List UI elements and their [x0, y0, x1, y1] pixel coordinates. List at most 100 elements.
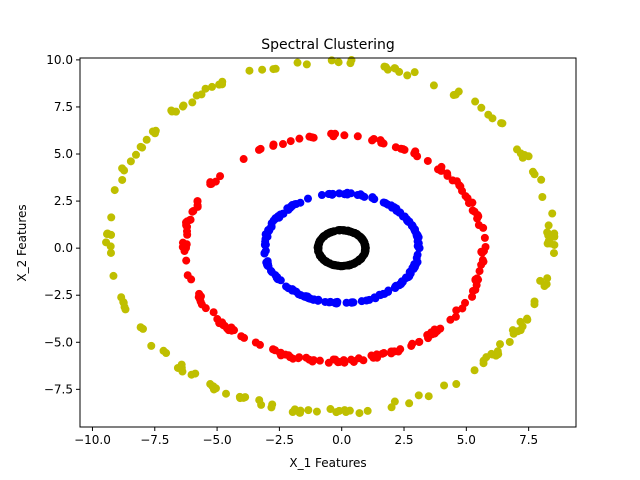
point: [194, 293, 203, 302]
y-axis: −7.5 −5.0 −2.5 0.0 2.5 5.0 7.5 10.0: [44, 53, 80, 396]
point: [117, 293, 126, 302]
point: [448, 176, 457, 185]
point: [162, 349, 171, 358]
point: [283, 204, 292, 213]
chart-title: Spectral Clustering: [261, 37, 395, 53]
point: [368, 136, 377, 145]
point: [131, 150, 140, 159]
y-tick-label: 7.5: [54, 100, 73, 114]
point: [219, 321, 228, 330]
point: [121, 305, 130, 314]
point: [380, 289, 389, 298]
point: [263, 257, 272, 266]
y-tick-label: 2.5: [54, 194, 73, 208]
point: [361, 248, 370, 257]
point: [458, 186, 467, 195]
point: [493, 347, 502, 356]
point: [488, 114, 497, 123]
point: [423, 156, 432, 165]
point: [429, 81, 438, 90]
y-tick-label: 5.0: [54, 147, 73, 161]
point: [302, 60, 311, 69]
y-tick-label: −7.5: [44, 382, 73, 396]
point: [353, 132, 362, 141]
point: [513, 327, 522, 336]
point: [120, 166, 129, 175]
point: [353, 230, 362, 239]
point: [118, 175, 127, 184]
plot-frame: [79, 57, 577, 428]
point: [549, 249, 558, 258]
point: [216, 172, 225, 181]
point: [333, 299, 342, 308]
point: [470, 207, 479, 216]
y-tick-label: −5.0: [44, 335, 73, 349]
point: [222, 389, 231, 398]
point: [329, 355, 338, 364]
point: [272, 273, 281, 282]
point: [142, 135, 151, 144]
series-cluster-second: [178, 129, 490, 367]
point: [303, 194, 312, 203]
point: [452, 380, 461, 389]
point: [544, 231, 553, 240]
point: [239, 393, 248, 402]
point: [327, 129, 336, 138]
point: [443, 169, 452, 178]
point: [278, 140, 287, 149]
point: [524, 152, 533, 161]
x-tick-label: −5.0: [203, 433, 232, 447]
point: [357, 254, 366, 263]
point: [387, 349, 396, 358]
point: [193, 197, 202, 206]
point: [377, 138, 386, 147]
point: [208, 82, 217, 91]
y-tick-label: 10.0: [46, 53, 73, 67]
point: [411, 227, 420, 236]
point: [284, 284, 293, 293]
point: [505, 337, 514, 346]
point: [269, 65, 278, 74]
y-tick-label: −2.5: [44, 288, 73, 302]
point: [230, 326, 239, 335]
point: [424, 392, 433, 401]
point: [359, 356, 368, 365]
point: [188, 207, 197, 216]
point: [319, 232, 328, 241]
point: [367, 351, 376, 360]
point: [139, 324, 148, 333]
point: [335, 189, 344, 198]
point: [261, 230, 270, 239]
point: [470, 366, 479, 375]
point: [548, 209, 557, 218]
point: [182, 218, 191, 227]
x-axis-label: X_1 Features: [289, 456, 366, 470]
point: [245, 66, 254, 75]
point: [538, 193, 547, 202]
point: [267, 403, 276, 412]
point: [350, 259, 359, 268]
point: [237, 332, 246, 341]
point: [281, 350, 290, 359]
point: [482, 353, 491, 362]
point: [209, 308, 218, 317]
y-tick-label: 0.0: [54, 241, 73, 255]
point: [201, 84, 210, 93]
point: [305, 355, 314, 364]
point: [295, 134, 304, 143]
data-points: [102, 56, 559, 418]
point: [312, 407, 321, 416]
point: [191, 369, 200, 378]
series-cluster-inner: [313, 226, 370, 271]
point: [498, 119, 507, 128]
point: [405, 399, 414, 408]
point: [271, 214, 280, 223]
point: [454, 87, 463, 96]
point: [543, 274, 552, 283]
point: [179, 101, 188, 110]
point: [290, 200, 299, 209]
point: [317, 253, 326, 262]
point: [335, 406, 344, 415]
point: [347, 56, 356, 65]
